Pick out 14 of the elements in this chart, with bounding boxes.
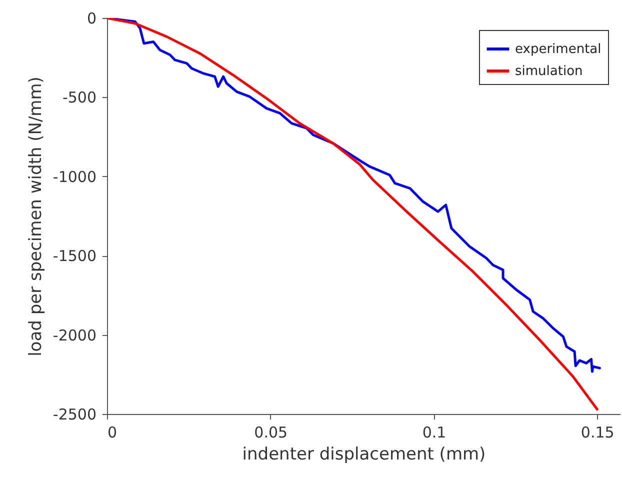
x-axis-title: indenter displacement (mm) [242, 444, 486, 464]
y-tick-label: -1000 [52, 168, 96, 186]
y-tick-label: -500 [62, 88, 96, 107]
y-axis-title: load per specimen width (N/mm) [26, 76, 46, 356]
y-tick-label: -1500 [52, 247, 96, 266]
legend-label: experimental [515, 42, 602, 57]
y-tick-label: -2000 [52, 326, 96, 344]
y-tick-label: 0 [86, 10, 96, 28]
legend-label: simulation [515, 64, 583, 79]
x-tick-label: 0 [108, 424, 118, 442]
x-tick-label: 0.1 [422, 424, 446, 442]
x-tick-label: 0.15 [580, 424, 614, 442]
y-tick-label: -2500 [52, 406, 96, 424]
x-tick-label: 0.05 [254, 424, 288, 442]
